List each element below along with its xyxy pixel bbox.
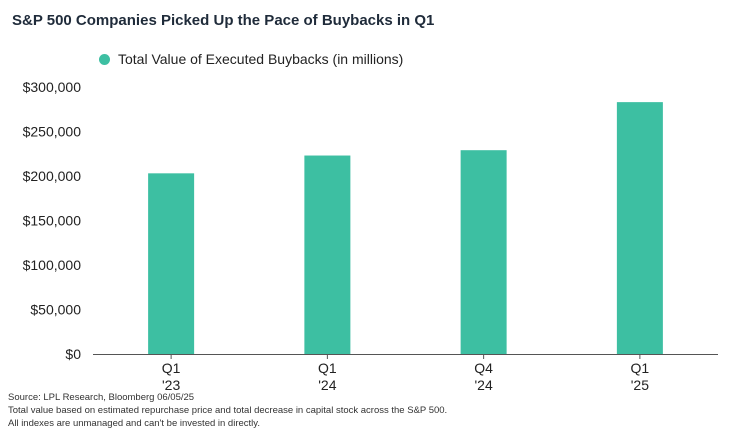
disclaimer-note: All indexes are unmanaged and can't be i…	[8, 418, 260, 429]
x-tick-label: Q1	[631, 360, 650, 376]
x-tick-label: '24	[475, 377, 493, 393]
legend: Total Value of Executed Buybacks (in mil…	[99, 51, 403, 67]
legend-label: Total Value of Executed Buybacks (in mil…	[118, 51, 404, 67]
x-tick-label: '25	[631, 377, 649, 393]
chart-title: S&P 500 Companies Picked Up the Pace of …	[12, 12, 435, 29]
x-tick-label: Q1	[318, 360, 337, 376]
y-tick-label: $0	[65, 346, 81, 362]
bar	[616, 102, 663, 354]
source-note: Source: LPL Research, Bloomberg 06/05/25	[8, 392, 195, 403]
bar-chart: $0 $50,000 $100,000 $150,000 $200,000 $250,00…	[23, 79, 718, 393]
y-tick-label: $200,000	[23, 168, 82, 184]
bar	[148, 173, 195, 354]
y-tick-label: $150,000	[23, 213, 82, 229]
y-tick-label: $250,000	[23, 124, 82, 140]
methodology-note: Total value based on estimated repurchas…	[8, 405, 448, 416]
y-tick-label: $50,000	[30, 302, 81, 318]
x-tick-label: Q4	[474, 360, 493, 376]
x-tick-label: '24	[318, 377, 336, 393]
x-tick-label: Q1	[162, 360, 181, 376]
legend-swatch	[99, 53, 110, 65]
x-tick-label: '23	[162, 377, 180, 393]
footer: Source: LPL Research, Bloomberg 06/05/25…	[8, 391, 447, 430]
y-tick-label: $100,000	[23, 257, 82, 273]
bar	[460, 150, 507, 354]
bar	[304, 155, 351, 354]
y-tick-label: $300,000	[23, 79, 82, 95]
